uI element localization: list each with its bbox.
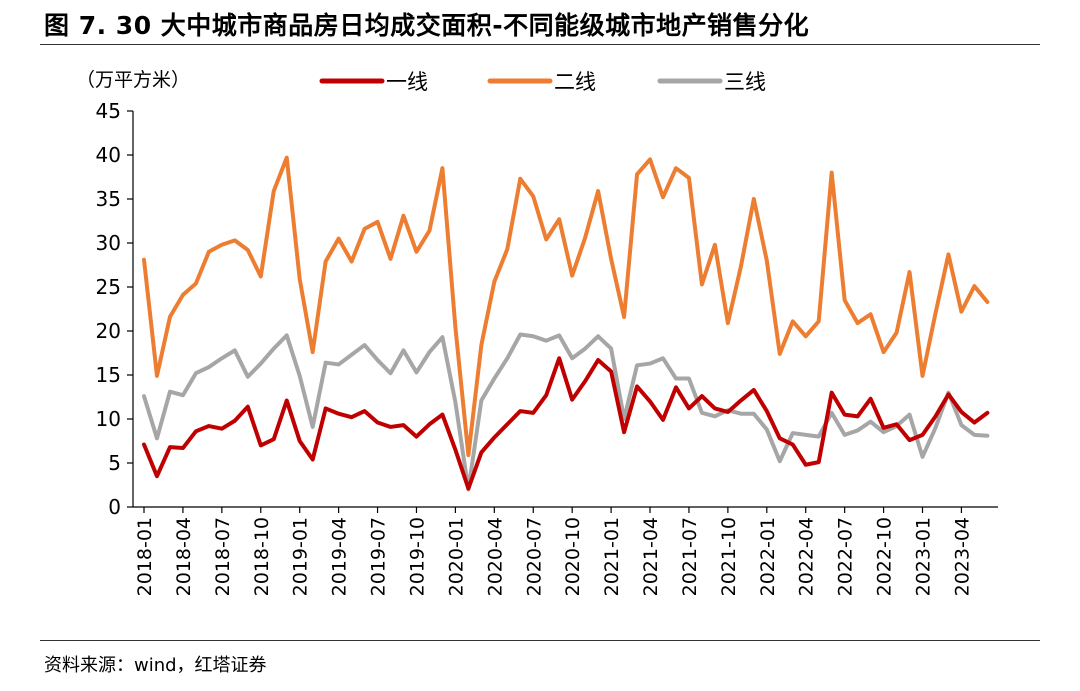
- x-tick-label: 2022-07: [835, 517, 857, 596]
- y-axis: 0 5 10 15 20 25 30 35 40 45: [96, 99, 134, 519]
- source-divider: [40, 640, 1040, 641]
- x-tick-label: 2018-01: [134, 517, 156, 596]
- x-tick-label: 2022-01: [757, 517, 779, 596]
- x-tick-label: 2021-04: [640, 517, 662, 596]
- series-layer: [142, 155, 990, 492]
- x-tick-label: 2022-10: [874, 517, 896, 596]
- x-tick-label: 2019-04: [329, 517, 351, 596]
- x-tick-label: 2020-04: [484, 517, 506, 596]
- x-tick-label: 2022-04: [796, 517, 818, 596]
- title-divider: [40, 44, 1040, 45]
- y-tick-label: 0: [108, 495, 121, 519]
- series-line-2: [142, 155, 990, 458]
- x-tick-label: 2019-07: [368, 517, 390, 596]
- x-tick-label: 2020-07: [523, 517, 545, 596]
- series-line-3: [142, 332, 990, 492]
- x-tick-label: 2019-01: [290, 517, 312, 596]
- y-tick-label: 10: [96, 407, 121, 431]
- legend-label-1: 一线: [386, 70, 428, 94]
- x-tick-label: 2020-01: [445, 517, 467, 596]
- y-tick-label: 15: [96, 363, 121, 387]
- figure-title: 图 7. 30 大中城市商品房日均成交面积-不同能级城市地产销售分化: [44, 11, 810, 40]
- y-axis-unit-label: （万平方米）: [76, 69, 190, 91]
- line-chart: （万平方米） 一线 二线 三线 0 5 10 15 20 25 30 35 40 45 2018-01…: [76, 69, 998, 596]
- legend: 一线 二线 三线: [319, 70, 766, 94]
- x-axis: 2018-01 2018-04 2018-07 2018-10 2019-01 2019-…: [133, 506, 998, 596]
- x-tick-label: 2018-10: [251, 517, 273, 596]
- x-tick-label: 2021-01: [601, 517, 623, 596]
- y-tick-label: 35: [96, 187, 121, 211]
- x-tick-label: 2021-07: [679, 517, 701, 596]
- x-tick-label: 2023-04: [951, 517, 973, 596]
- y-tick-label: 25: [96, 275, 121, 299]
- y-tick-label: 20: [96, 319, 121, 343]
- x-tick-label: 2018-07: [212, 517, 234, 596]
- y-tick-label: 5: [108, 451, 121, 475]
- x-tick-label: 2020-10: [562, 517, 584, 596]
- x-tick-label: 2021-10: [718, 517, 740, 596]
- y-tick-label: 40: [96, 143, 121, 167]
- x-tick-label: 2019-10: [406, 517, 428, 596]
- legend-label-3: 三线: [724, 70, 766, 94]
- source-note: 资料来源：wind，红塔证券: [44, 655, 267, 676]
- x-tick-label: 2018-04: [173, 517, 195, 596]
- series-line-1: [142, 356, 990, 491]
- y-tick-label: 30: [96, 231, 121, 255]
- legend-label-2: 二线: [554, 70, 596, 94]
- x-tick-label: 2023-01: [913, 517, 935, 596]
- y-tick-label: 45: [96, 99, 121, 123]
